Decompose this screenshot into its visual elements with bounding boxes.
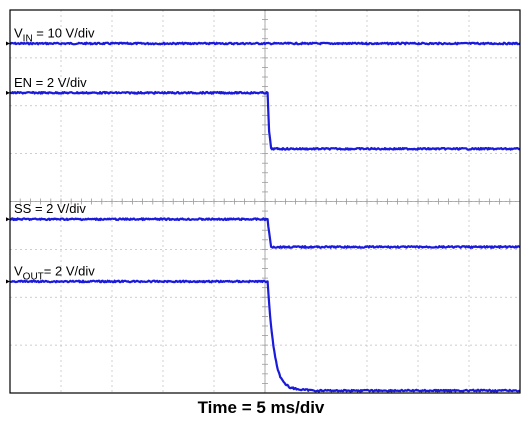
trace-en <box>9 90 521 151</box>
trace-ss <box>9 217 521 249</box>
channel-labels: VIN = 10 V/div EN = 2 V/div SS = 2 V/div VO… <box>14 26 95 283</box>
time-axis-label: Time = 5 ms/div <box>197 398 325 417</box>
graticule <box>9 9 521 394</box>
label-vout: VOUT= 2 V/div <box>14 263 95 282</box>
ground-marker-en <box>6 90 10 95</box>
trace-layer <box>6 41 521 393</box>
label-vin: VIN = 10 V/div <box>14 26 95 45</box>
trace-vout <box>9 279 521 393</box>
ground-marker-vin <box>6 41 10 46</box>
label-en: EN = 2 V/div <box>14 75 87 90</box>
ground-marker-ss <box>6 217 10 222</box>
trace-vin <box>9 41 521 46</box>
label-ss: SS = 2 V/div <box>14 201 86 216</box>
oscilloscope-plot: VIN = 10 V/div EN = 2 V/div SS = 2 V/div VO… <box>6 9 521 394</box>
plot-frame <box>9 9 521 394</box>
ground-marker-vout <box>6 279 10 284</box>
